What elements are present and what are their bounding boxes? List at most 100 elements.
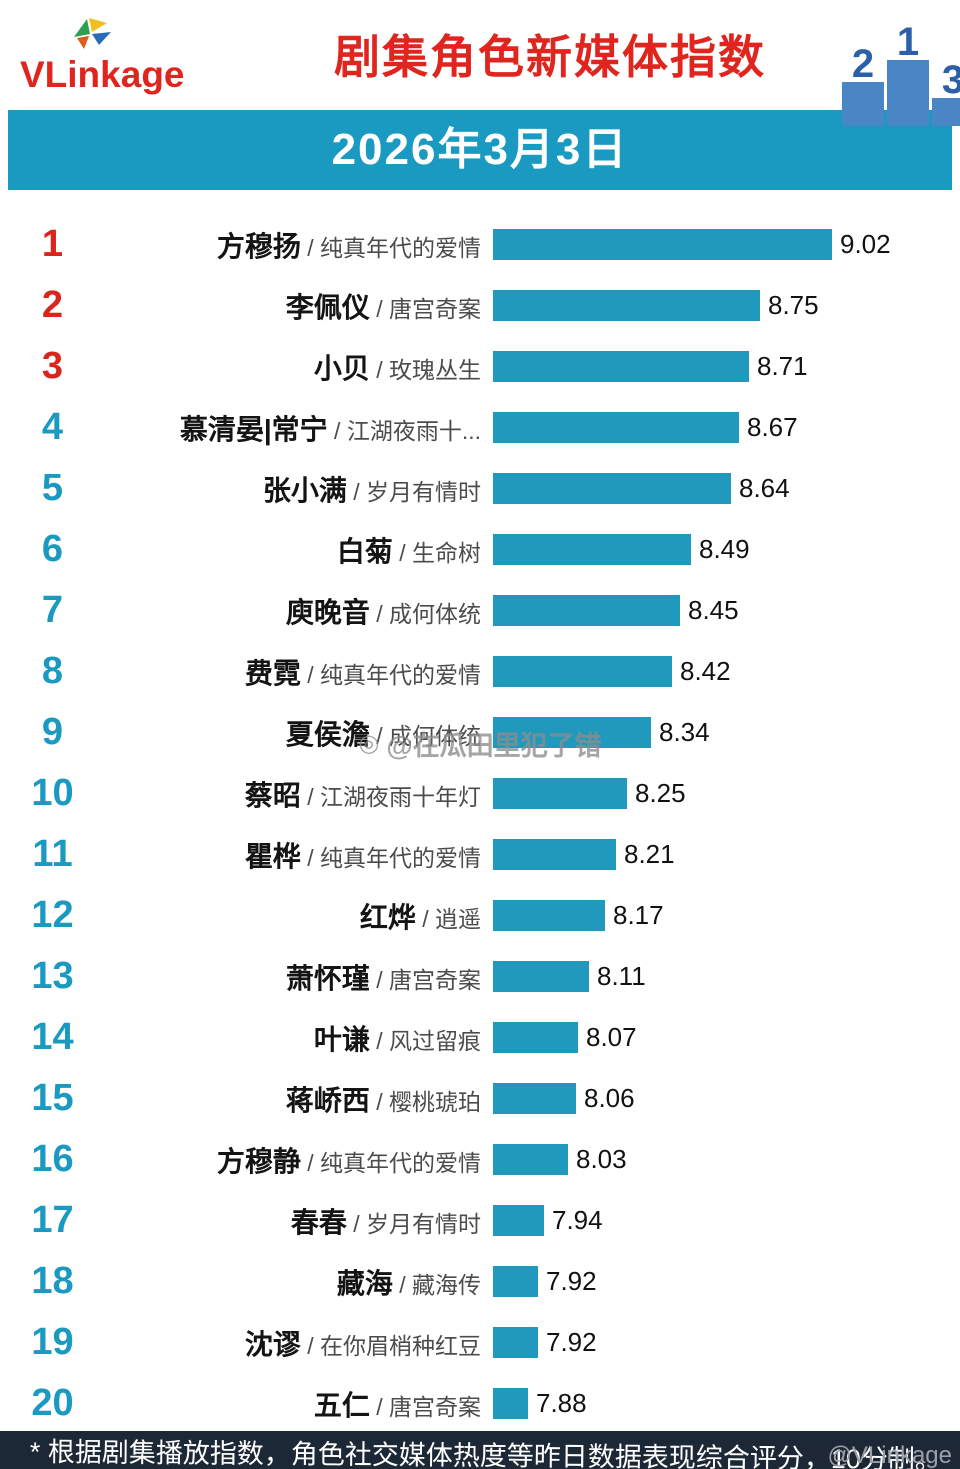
character-name: 春春	[290, 1206, 347, 1238]
podium-step-3: 3	[932, 58, 960, 126]
label-separator: /	[300, 844, 320, 871]
score-value: 8.71	[757, 351, 808, 381]
bar-zone: 8.64	[493, 473, 960, 504]
drama-name: 江湖夜雨十年灯	[320, 783, 481, 810]
row-label: 五仁 / 唐宫奇案	[105, 1384, 493, 1424]
podium-number-2: 2	[851, 42, 875, 86]
rank-number: 17	[31, 1199, 74, 1241]
character-name: 蒋峤西	[285, 1084, 370, 1116]
label-separator: /	[300, 1332, 320, 1359]
row-label: 沈谬 / 在你眉梢种红豆	[105, 1323, 493, 1363]
score-bar	[493, 961, 589, 992]
row-label: 萧怀瑾 / 唐宫奇案	[105, 957, 493, 997]
ranking-row: 1 方穆扬 / 纯真年代的爱情 9.02	[0, 214, 960, 275]
podium-block-2	[842, 82, 884, 126]
score-value: 8.45	[688, 595, 739, 625]
score-value: 8.03	[576, 1144, 627, 1174]
ranking-list: 1 方穆扬 / 纯真年代的爱情 9.02 2 李佩仪 / 唐宫奇案 8.75 3…	[0, 190, 960, 1434]
ranking-row: 13 萧怀瑾 / 唐宫奇案 8.11	[0, 946, 960, 1007]
rank-number: 15	[31, 1077, 74, 1119]
label-separator: /	[300, 1149, 320, 1176]
character-name: 慕清晏|常宁	[179, 413, 328, 445]
rank-number: 2	[41, 284, 64, 326]
bar-zone: 8.11	[493, 961, 960, 992]
rank-number: 20	[31, 1382, 74, 1424]
podium-step-2: 2	[842, 42, 884, 126]
score-value: 7.88	[536, 1388, 587, 1418]
drama-name: 唐宫奇案	[389, 1393, 481, 1420]
character-name: 萧怀瑾	[285, 962, 370, 994]
drama-name: 唐宫奇案	[389, 295, 481, 322]
bar-zone: 8.06	[493, 1083, 960, 1114]
label-separator: /	[369, 600, 389, 627]
ranking-row: 10 蔡昭 / 江湖夜雨十年灯 8.25	[0, 763, 960, 824]
score-value: 8.67	[747, 412, 798, 442]
ranking-row: 19 沈谬 / 在你眉梢种红豆 7.92	[0, 1312, 960, 1373]
drama-name: 生命树	[412, 539, 481, 566]
row-label: 李佩仪 / 唐宫奇案	[105, 286, 493, 326]
label-separator: /	[369, 295, 389, 322]
podium-number-1: 1	[896, 20, 920, 64]
drama-name: 玫瑰丛生	[389, 356, 481, 383]
character-name: 方穆扬	[216, 230, 301, 262]
ranking-row: 4 慕清晏|常宁 / 江湖夜雨十... 8.67	[0, 397, 960, 458]
drama-name: 成何体统	[389, 600, 481, 627]
row-label: 慕清晏|常宁 / 江湖夜雨十...	[105, 408, 493, 448]
drama-name: 纯真年代的爱情	[320, 1149, 481, 1176]
drama-name: 唐宫奇案	[389, 966, 481, 993]
ranking-row: 20 五仁 / 唐宫奇案 7.88	[0, 1373, 960, 1434]
drama-name: 纯真年代的爱情	[320, 234, 481, 261]
footer-watermark: @VLinkage	[827, 1442, 952, 1469]
score-bar	[493, 1144, 568, 1175]
podium-number-3: 3	[941, 58, 960, 102]
score-bar	[493, 229, 832, 260]
bar-zone: 8.49	[493, 534, 960, 565]
footer: * 根据剧集播放指数，角色社交媒体热度等昨日数据表现综合评分，10分制。 @VL…	[0, 1431, 960, 1469]
ranking-row: 5 张小满 / 岁月有情时 8.64	[0, 458, 960, 519]
score-bar	[493, 1205, 544, 1236]
drama-name: 逍遥	[435, 905, 481, 932]
score-bar	[493, 656, 672, 687]
row-label: 叶谦 / 风过留痕	[105, 1018, 493, 1058]
label-separator: /	[300, 234, 320, 261]
score-bar	[493, 900, 605, 931]
drama-name: 纯真年代的爱情	[320, 661, 481, 688]
character-name: 五仁	[313, 1389, 370, 1421]
drama-name: 樱桃琥珀	[389, 1088, 481, 1115]
drama-name: 岁月有情时	[366, 1210, 481, 1237]
score-value: 8.75	[768, 290, 819, 320]
row-label: 蔡昭 / 江湖夜雨十年灯	[105, 774, 493, 814]
bar-zone: 8.42	[493, 656, 960, 687]
rank-number: 7	[41, 589, 64, 631]
rank-number: 9	[41, 711, 64, 753]
bar-zone: 8.75	[493, 290, 960, 321]
ranking-row: 15 蒋峤西 / 樱桃琥珀 8.06	[0, 1068, 960, 1129]
bar-zone: 7.92	[493, 1266, 960, 1297]
drama-name: 风过留痕	[389, 1027, 481, 1054]
score-value: 8.21	[624, 839, 675, 869]
row-label: 蒋峤西 / 樱桃琥珀	[105, 1079, 493, 1119]
drama-name: 藏海传	[412, 1271, 481, 1298]
score-bar	[493, 290, 760, 321]
row-label: 费霓 / 纯真年代的爱情	[105, 652, 493, 692]
score-bar	[493, 1327, 538, 1358]
drama-name: 江湖夜雨十...	[346, 417, 481, 444]
rank-number: 18	[31, 1260, 74, 1302]
score-value: 8.25	[635, 778, 686, 808]
drama-name: 岁月有情时	[366, 478, 481, 505]
score-bar	[493, 534, 691, 565]
row-label: 春春 / 岁月有情时	[105, 1201, 493, 1241]
character-name: 李佩仪	[285, 291, 370, 323]
character-name: 瞿桦	[244, 840, 301, 872]
bar-zone: 8.45	[493, 595, 960, 626]
rank-number: 6	[41, 528, 64, 570]
score-bar	[493, 595, 680, 626]
score-bar	[493, 717, 651, 748]
score-bar	[493, 778, 627, 809]
podium-step-1: 1	[887, 20, 929, 126]
row-label: 小贝 / 玫瑰丛生	[105, 347, 493, 387]
character-name: 红烨	[359, 901, 416, 933]
rank-number: 3	[41, 345, 64, 387]
rank-number: 14	[31, 1016, 74, 1058]
rank-number: 12	[31, 894, 74, 936]
